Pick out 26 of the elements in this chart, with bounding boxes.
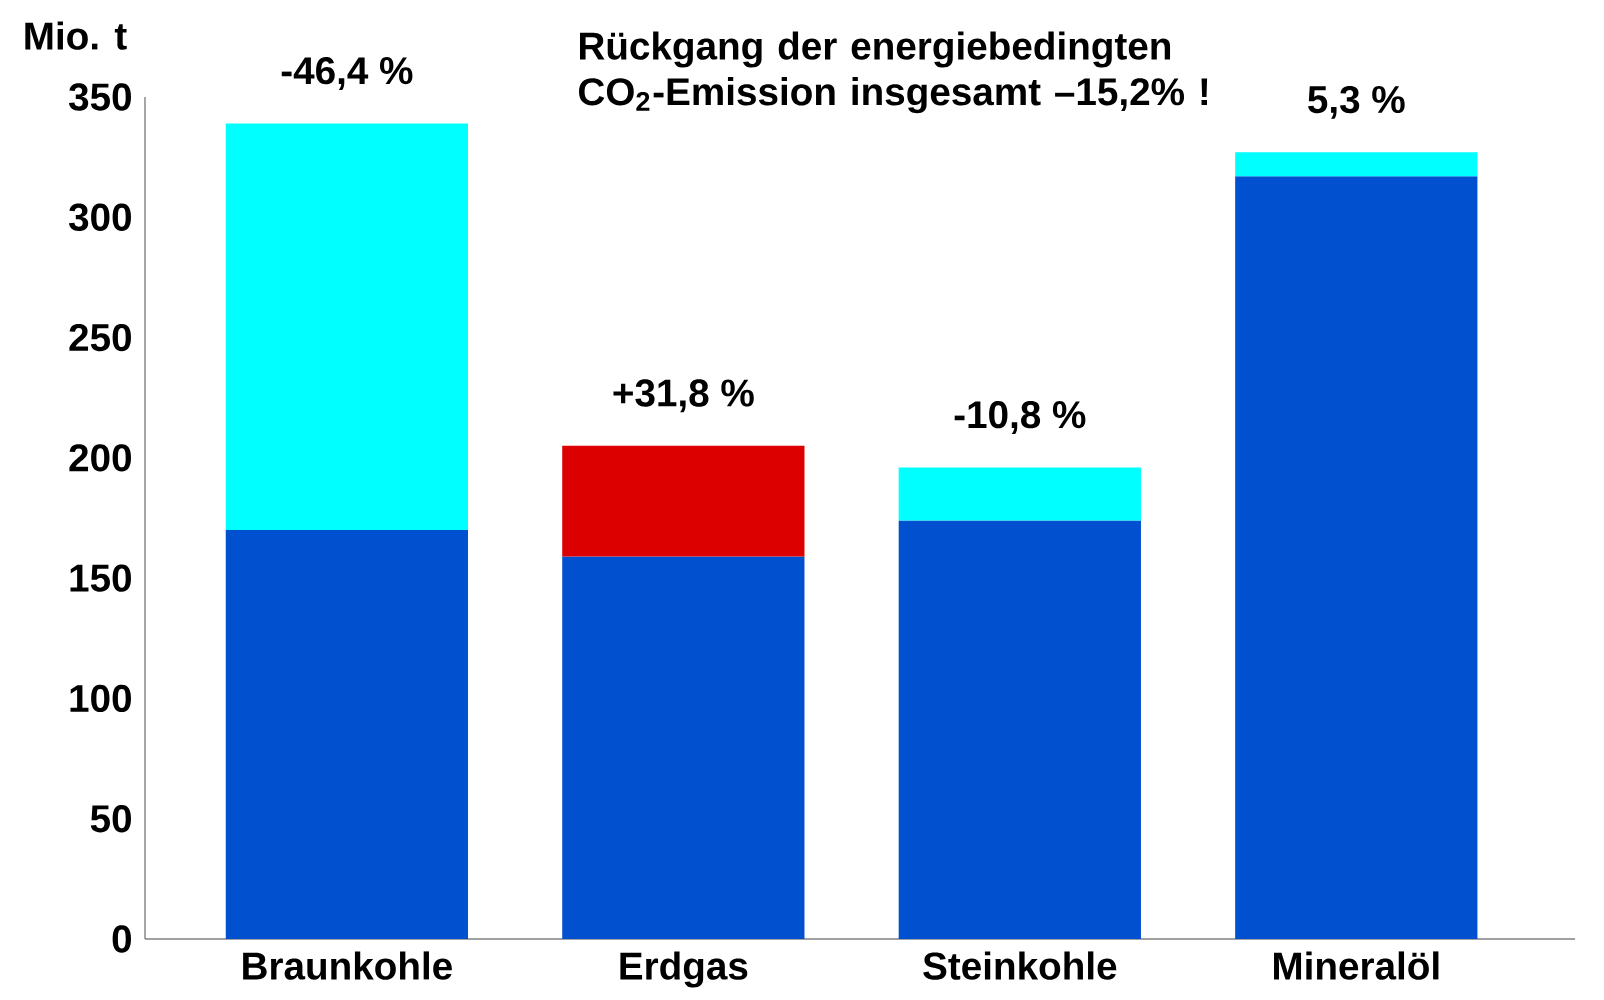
annotation: 5,3 %: [1308, 85, 1405, 119]
bar: [225, 530, 469, 939]
y-tick-label: 350: [68, 83, 131, 111]
y-tick-label: 150: [70, 564, 131, 592]
y-tick-label: 300: [68, 203, 131, 232]
bar: [562, 445, 805, 557]
y-tick-label: 100: [70, 684, 131, 713]
x-tick-label: Steinkohle: [923, 951, 1117, 980]
x-tick-label: Braunkohle: [243, 951, 452, 980]
x-tick-label: Erdgas: [620, 951, 748, 988]
y-tick-label: 50: [90, 805, 131, 833]
bar: [898, 520, 1141, 939]
y-tick-label: 0: [112, 925, 131, 953]
bar: [225, 123, 469, 531]
chart-title: Rückgang der energiebedingten CO$_{2}$-Emission insgesamt –15,2% !: [579, 31, 1208, 114]
annotation: +31,8 %: [613, 379, 754, 413]
y-tick-label: 250: [69, 323, 131, 352]
bar: [562, 556, 805, 939]
bar: [1235, 176, 1478, 939]
y-tick-label: 200: [69, 444, 131, 472]
y-axis-title: Mio. t: [25, 21, 127, 50]
annotation: -10,8 %: [954, 401, 1086, 434]
bar: [898, 467, 1141, 521]
annotation: -46,4 %: [281, 57, 413, 90]
bar: [1235, 152, 1478, 177]
x-tick-label: Mineralöl: [1274, 951, 1439, 980]
